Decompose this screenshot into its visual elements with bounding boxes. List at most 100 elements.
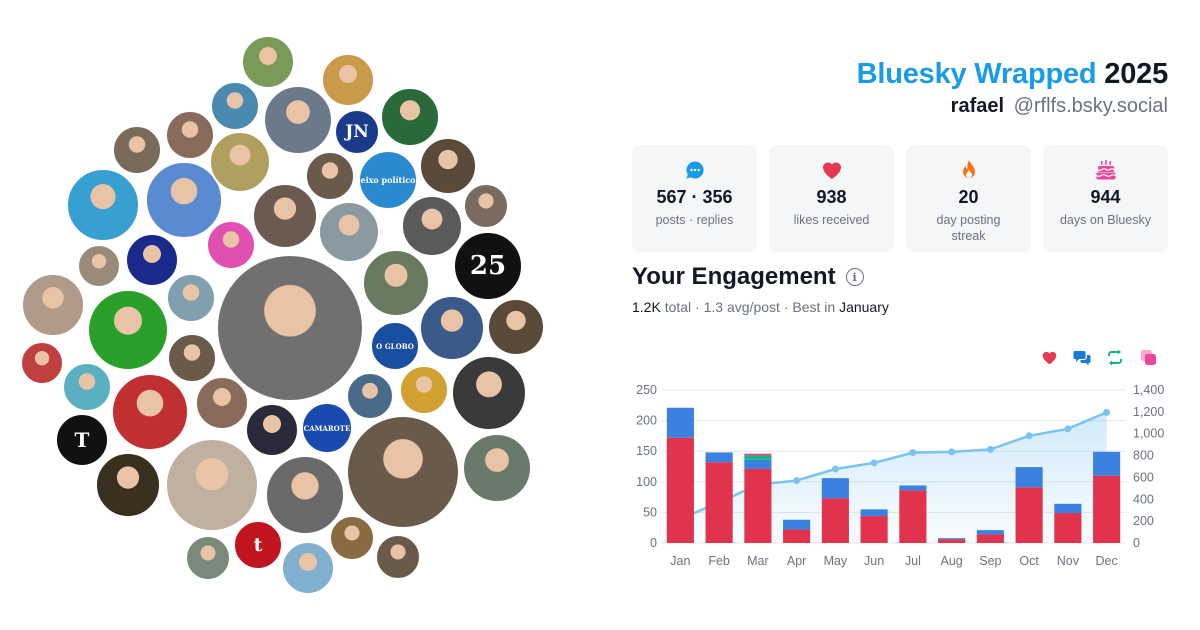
- avatar[interactable]: [462, 433, 532, 503]
- avatar[interactable]: t: [233, 520, 283, 570]
- reply-bubbles-icon[interactable]: [1073, 348, 1091, 366]
- avatar[interactable]: [165, 438, 259, 532]
- avatar-label: t: [253, 533, 263, 556]
- avatar[interactable]: [165, 110, 215, 160]
- avatar[interactable]: [263, 85, 333, 155]
- avatar[interactable]: [166, 273, 216, 323]
- y-tick-label: 250: [636, 383, 657, 397]
- bar-segment: [1015, 467, 1043, 488]
- avatar[interactable]: [305, 151, 355, 201]
- avatar[interactable]: [206, 220, 256, 270]
- avatar-label: JN: [345, 121, 369, 142]
- x-tick-label: Mar: [747, 554, 769, 568]
- avatar[interactable]: [77, 244, 121, 288]
- avatar[interactable]: [346, 372, 394, 420]
- bar-segment: [821, 478, 849, 499]
- avatar[interactable]: [245, 403, 299, 457]
- heart-icon[interactable]: [1040, 348, 1058, 366]
- chart-legend: [1040, 348, 1157, 366]
- y2-tick-label: 800: [1133, 449, 1154, 463]
- bar-segment: [1054, 513, 1082, 543]
- avatar[interactable]: CAMAROTE: [301, 402, 353, 454]
- engagement-heading: Your Engagement i: [632, 263, 864, 291]
- avatar[interactable]: [209, 131, 271, 193]
- avatar[interactable]: [111, 373, 189, 451]
- avatar[interactable]: [318, 201, 380, 263]
- bar-segment: [938, 538, 966, 540]
- info-icon[interactable]: i: [845, 268, 864, 286]
- user-line: rafael @rflfs.bsky.social: [857, 95, 1168, 118]
- avatar[interactable]: [125, 233, 179, 287]
- avatar[interactable]: [62, 362, 112, 412]
- y2-tick-label: 1,000: [1133, 427, 1164, 441]
- avatar[interactable]: [419, 295, 485, 361]
- y2-tick-label: 600: [1133, 470, 1154, 484]
- avatar[interactable]: [329, 515, 375, 561]
- x-tick-label: May: [824, 554, 848, 568]
- avatar[interactable]: T: [55, 413, 109, 467]
- avatar[interactable]: [21, 273, 85, 337]
- avatar[interactable]: [265, 455, 345, 535]
- avatar[interactable]: [112, 125, 162, 175]
- page-title: Bluesky Wrapped 2025: [856, 58, 1169, 91]
- cumulative-point: [793, 476, 801, 484]
- bar-segment: [705, 452, 733, 463]
- stat-label: posts · replies: [655, 213, 734, 227]
- user-handle: @rflfs.bsky.social: [1013, 95, 1168, 117]
- avatar[interactable]: [419, 137, 477, 195]
- stat-value: 20: [958, 187, 979, 207]
- bar-segment: [666, 407, 694, 438]
- avatar[interactable]: [66, 168, 140, 242]
- flame-icon: [906, 159, 1031, 181]
- avatar[interactable]: JN: [334, 109, 380, 155]
- avatar[interactable]: [87, 289, 169, 371]
- x-tick-label: Oct: [1019, 554, 1039, 568]
- avatar[interactable]: [321, 53, 375, 107]
- avatar[interactable]: [195, 376, 249, 430]
- avatar[interactable]: [241, 35, 295, 89]
- best-month: January: [839, 299, 889, 315]
- cumulative-area: [680, 412, 1107, 543]
- bar-segment: [899, 485, 927, 491]
- avatar[interactable]: 25: [453, 231, 523, 301]
- avatar[interactable]: [380, 87, 440, 147]
- avatar[interactable]: [401, 195, 463, 257]
- avatar[interactable]: [210, 81, 260, 131]
- y2-tick-label: 0: [1133, 536, 1140, 550]
- avatar[interactable]: [487, 298, 545, 356]
- x-tick-label: Jan: [670, 554, 690, 568]
- avatar[interactable]: [95, 452, 161, 518]
- x-tick-label: Aug: [941, 554, 963, 568]
- bar-segment: [744, 459, 772, 469]
- bar-segment: [666, 437, 694, 543]
- avatar[interactable]: [185, 535, 231, 581]
- avatar[interactable]: O GLOBO: [370, 321, 420, 371]
- bar-segment: [938, 539, 966, 543]
- avatar[interactable]: [346, 415, 460, 529]
- brand-title: Bluesky Wrapped: [856, 58, 1097, 90]
- avatar[interactable]: [451, 355, 527, 431]
- bar-segment: [976, 534, 1004, 543]
- avatar[interactable]: [375, 534, 421, 580]
- avatar[interactable]: [362, 249, 430, 317]
- avatar[interactable]: [20, 341, 64, 385]
- speech-bubble-icon: [632, 159, 757, 181]
- avatar[interactable]: [281, 541, 335, 595]
- avatar[interactable]: [216, 254, 364, 402]
- quote-icon[interactable]: [1139, 348, 1157, 366]
- avatar[interactable]: eixo político: [358, 150, 418, 210]
- avatar-label: eixo político: [360, 175, 416, 185]
- avatar[interactable]: [145, 161, 223, 239]
- avatar[interactable]: [252, 183, 318, 249]
- year-title: 2025: [1104, 58, 1168, 90]
- bar-segment: [744, 453, 772, 456]
- total-word: total: [664, 299, 692, 315]
- avatar[interactable]: [463, 183, 509, 229]
- repost-icon[interactable]: [1106, 348, 1124, 366]
- avatar[interactable]: [167, 333, 217, 383]
- avatar[interactable]: [399, 365, 449, 415]
- total-value: 1.2K: [632, 299, 661, 315]
- x-tick-label: Jun: [864, 554, 884, 568]
- bar-segment: [821, 498, 849, 543]
